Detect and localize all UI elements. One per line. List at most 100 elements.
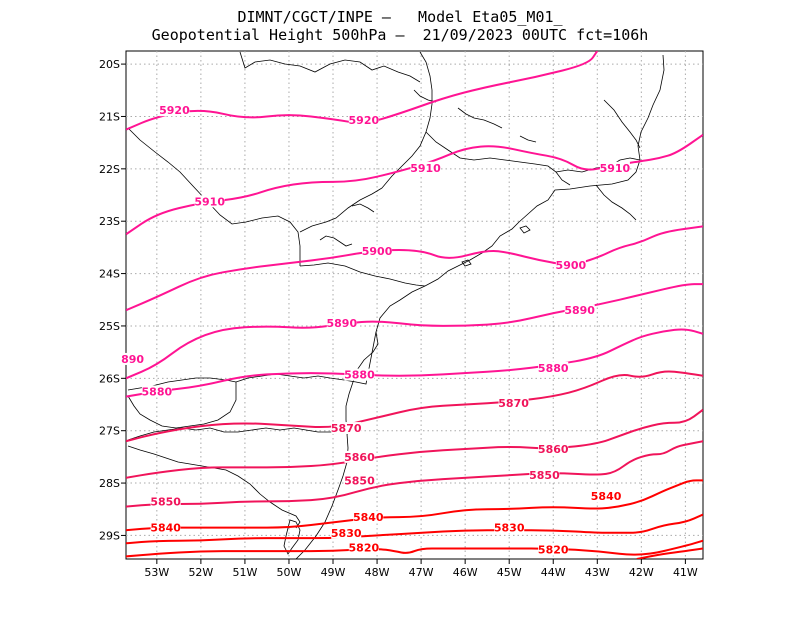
y-tick-label: 24S: [99, 268, 120, 281]
x-tick-label: 51W: [232, 566, 257, 579]
contour-5900: [126, 225, 703, 312]
contour-label-bg: [150, 495, 181, 508]
contour-label: 5910: [410, 162, 441, 175]
contour-label: 890: [121, 353, 144, 366]
contour-label: 5890: [564, 304, 595, 317]
contour-label: 5820: [349, 541, 380, 554]
coastal-island: [461, 259, 472, 267]
contour-label-bg: [591, 490, 622, 503]
contour-label: 5850: [344, 474, 375, 487]
contour-label-bg: [121, 352, 145, 365]
state-border: [239, 51, 421, 83]
contour-5810: [636, 547, 703, 559]
contour-5880: [126, 328, 703, 398]
y-tick-label: 23S: [99, 215, 120, 228]
contour-label: 5880: [538, 362, 569, 375]
contour-label-bg: [564, 304, 595, 317]
river: [457, 107, 503, 129]
contour-label: 5830: [331, 527, 362, 540]
x-tick-label: 52W: [188, 566, 213, 579]
contour-label-bg: [348, 114, 379, 127]
map-title-line2: Geopotential Height 500hPa – 21/09/2023 …: [151, 26, 649, 44]
contour-5870: [126, 370, 703, 443]
contour-label-bg: [159, 104, 190, 117]
river: [413, 89, 437, 103]
y-tick-label: 26S: [99, 372, 120, 385]
coastline-and-borders: [127, 51, 665, 559]
contour-5850: [126, 440, 703, 508]
contour-5820: [126, 539, 703, 558]
y-tick-label: 29S: [99, 529, 120, 542]
x-tick-label: 47W: [409, 566, 434, 579]
contour-label-bg: [555, 259, 586, 272]
coastal-island: [519, 225, 531, 234]
contour-label-bg: [141, 385, 172, 398]
x-tick-label: 50W: [277, 566, 302, 579]
contour-label-bg: [538, 543, 569, 556]
state-border: [127, 127, 301, 266]
contour-label: 5870: [331, 422, 362, 435]
contour-label: 5910: [194, 195, 225, 208]
contour-label: 5920: [349, 114, 380, 127]
contour-label-bg: [348, 541, 379, 554]
contour-label-bg: [344, 368, 375, 381]
y-tick-label: 27S: [99, 425, 120, 438]
y-tick-label: 28S: [99, 477, 120, 490]
contour-label-bg: [410, 161, 441, 174]
contour-5840: [126, 479, 703, 532]
contour-label-bg: [150, 521, 181, 534]
y-tick-label: 20S: [99, 58, 120, 71]
state-border: [595, 184, 637, 221]
lagoon: [283, 519, 301, 555]
river: [299, 51, 433, 233]
contour-label: 5910: [600, 162, 631, 175]
contour-label-bg: [331, 422, 362, 435]
contour-5890: [126, 283, 703, 380]
contour-label: 5860: [538, 443, 569, 456]
map-title-line1: DIMNT/CGCT/INPE – Model Eta05_M01_: [237, 8, 563, 26]
contour-labels: 5920 5920 5910 5910 5910 5900 5900 5890 5890 890 5…: [121, 104, 631, 557]
contour-label: 5840: [150, 522, 181, 535]
contour-label: 5880: [142, 385, 173, 398]
state-border: [603, 99, 641, 149]
y-tick-label: 22S: [99, 163, 120, 176]
contour-label: 5840: [591, 490, 622, 503]
x-tick-label: 41W: [673, 566, 698, 579]
contour-label-bg: [494, 521, 525, 534]
contour-5830: [126, 513, 703, 545]
river: [351, 203, 375, 213]
contour-label: 5860: [344, 451, 375, 464]
contour-label-bg: [538, 443, 569, 456]
contour-label-bg: [498, 396, 529, 409]
x-tick-label: 49W: [321, 566, 346, 579]
contour-label: 5920: [159, 104, 190, 117]
x-tick-label: 48W: [365, 566, 390, 579]
contour-label: 5900: [556, 259, 587, 272]
x-tick-label: 42W: [629, 566, 654, 579]
contour-label: 5850: [150, 495, 181, 508]
contour-label: 5830: [494, 522, 525, 535]
contour-label: 5820: [538, 544, 569, 557]
contour-label-bg: [529, 469, 560, 482]
contour-label-bg: [344, 450, 375, 463]
contour-label: 5880: [344, 369, 375, 382]
contour-label-bg: [353, 511, 384, 524]
contour-label-bg: [362, 245, 393, 258]
state-border: [299, 262, 426, 287]
country-border: [127, 382, 237, 429]
country-border: [127, 445, 301, 529]
x-tick-label: 44W: [541, 566, 566, 579]
coastline: [295, 54, 665, 559]
contour-label-bg: [326, 316, 357, 329]
contour-label-bg: [344, 474, 375, 487]
contour-label: 5890: [327, 317, 358, 330]
contour-label: 5850: [529, 469, 560, 482]
x-tick-label: 43W: [585, 566, 610, 579]
river: [519, 135, 537, 143]
y-tick-label: 21S: [99, 110, 120, 123]
state-border: [127, 427, 349, 441]
state-border: [127, 331, 377, 391]
y-tick-label: 25S: [99, 320, 120, 333]
contour-5860: [126, 408, 703, 479]
contour-label-bg: [331, 526, 362, 539]
